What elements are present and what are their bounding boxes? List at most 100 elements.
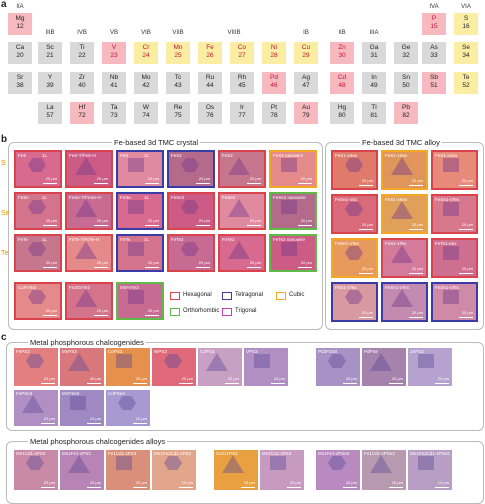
flake xyxy=(345,290,363,304)
layer-label: 1L xyxy=(144,195,150,200)
element-number: 25 xyxy=(174,52,182,59)
scale-bar xyxy=(298,182,312,184)
element-symbol: Mo xyxy=(141,74,151,81)
tile-label: Mn1Fe1-xPS3 xyxy=(62,451,91,456)
scale-text: 20 µm xyxy=(361,310,373,315)
tile-label: FeS1-xSex xyxy=(385,197,408,202)
element-number: 80 xyxy=(338,112,346,119)
scale-bar xyxy=(225,382,239,384)
scale-text: 10 µm xyxy=(89,416,101,421)
element-ge: Ge 32 xyxy=(394,42,418,64)
element-symbol: Cd xyxy=(337,74,347,81)
scale-text: 20 µm xyxy=(96,260,108,265)
flake xyxy=(128,242,144,256)
tile-label: FeS1-xTex xyxy=(385,241,407,246)
micrograph-tile: Fe3GeTe2 20 µm xyxy=(65,282,113,320)
scale-bar xyxy=(435,382,449,384)
element-symbol: Nb xyxy=(109,74,119,81)
tile-label: FeTe xyxy=(120,237,131,242)
flake xyxy=(345,246,363,260)
element-os: Os 76 xyxy=(198,102,222,124)
scale-text: 20 µm xyxy=(249,176,261,181)
tile-label: FeSe1-xSx xyxy=(335,197,358,202)
micrograph-tile: FeS1-xSex 20 µm xyxy=(381,150,428,190)
element-symbol: Pd xyxy=(270,74,278,81)
element-number: 26 xyxy=(206,52,214,59)
flake xyxy=(164,354,182,368)
scale-text: 20 µm xyxy=(411,178,423,183)
element-fe: Fe 26 xyxy=(198,42,222,64)
scale-bar xyxy=(196,224,210,226)
micrograph-tile: FeSe 1L 20 µm xyxy=(14,192,62,230)
element-symbol: Y xyxy=(47,74,53,81)
c-title2: Metal phosphorous chalcogenides alloys xyxy=(28,437,168,446)
flake xyxy=(443,202,459,216)
flake xyxy=(116,456,132,470)
micrograph-tile: FePS3 20 µm xyxy=(14,348,58,386)
element-number: 47 xyxy=(302,82,310,89)
element-sc: Sc 21 xyxy=(38,42,62,64)
element-number: 82 xyxy=(402,112,410,119)
scale-bar xyxy=(343,486,357,488)
micrograph-tile: FeSe1-xSx 20 µm xyxy=(331,194,378,234)
tile-label: FeTe xyxy=(18,237,29,242)
element-w: W 74 xyxy=(134,102,158,124)
micrograph-tile: FeSe-T/FeSe-H 20 µm xyxy=(65,192,113,230)
tile-label: FeSe xyxy=(120,195,131,200)
element-number: 74 xyxy=(142,112,150,119)
scale-bar xyxy=(359,184,373,186)
scale-text: 20 µm xyxy=(437,376,449,381)
element-symbol: Mg xyxy=(15,15,25,22)
scale-text: 20 µm xyxy=(411,222,423,227)
micrograph-tile: MnPSe3 10 µm xyxy=(60,390,104,426)
element-symbol: Tc xyxy=(174,74,182,81)
scale-text: 20 µm xyxy=(135,480,147,485)
flake xyxy=(418,354,434,368)
element-number: 20 xyxy=(16,52,24,59)
tile-label: FeSe-T/FeSe-H xyxy=(69,195,101,200)
scale-bar xyxy=(247,266,261,268)
element-number: 49 xyxy=(370,82,378,89)
scale-text: 20 µm xyxy=(461,222,473,227)
group-label: IB xyxy=(303,30,309,36)
tile-label: FeTe2 xyxy=(171,237,184,242)
tile-label: Mn1Fe1-xPSe3 xyxy=(318,451,350,456)
micrograph-tile: FeS2 nanowire 20 µm xyxy=(269,150,317,188)
micrograph-tile: FeS2 20 µm xyxy=(167,150,215,188)
scale-bar xyxy=(43,314,57,316)
scale-text: 10 µm xyxy=(391,480,403,485)
element-number: 12 xyxy=(16,23,24,30)
scale-text: 20 µm xyxy=(198,260,210,265)
element-symbol: Ta xyxy=(110,104,118,111)
flake xyxy=(68,353,90,371)
scale-bar xyxy=(41,422,55,424)
element-symbol: Ge xyxy=(401,44,411,51)
element-number: 32 xyxy=(402,52,410,59)
b-right-title: Fe-based 3d TMC alloy xyxy=(360,138,442,147)
flake xyxy=(75,241,97,259)
flake xyxy=(181,158,199,172)
tile-label: CuFeTe2 xyxy=(18,285,37,290)
scale-text: 20 µm xyxy=(345,480,357,485)
element-cd: Cd 48 xyxy=(330,72,354,94)
chalcogen-label: Se xyxy=(1,210,10,217)
scale-bar xyxy=(389,486,403,488)
scale-text: 20 µm xyxy=(273,376,285,381)
flake xyxy=(281,242,297,256)
flake xyxy=(70,396,86,410)
flake xyxy=(328,354,346,368)
element-re: Re 75 xyxy=(166,102,190,124)
scale-bar xyxy=(41,382,55,384)
flake xyxy=(116,354,132,368)
micrograph-tile: FeTe1-xSx 20 µm xyxy=(431,238,478,278)
micrograph-tile: FeSe1-xTex 20 µm xyxy=(431,194,478,234)
micrograph-tile: Mn1Cd1-xPS3 20 µm xyxy=(14,450,58,490)
group-label: VIB xyxy=(141,30,151,36)
layer-label: 1L xyxy=(144,153,150,158)
element-symbol: V xyxy=(111,44,117,51)
micrograph-tile: Mn1Fe1-xPSe3 20 µm xyxy=(316,450,360,490)
scale-text: 20 µm xyxy=(45,176,57,181)
group-label: IVB xyxy=(77,30,87,36)
element-symbol: Ru xyxy=(205,74,215,81)
element-number: 34 xyxy=(462,52,470,59)
